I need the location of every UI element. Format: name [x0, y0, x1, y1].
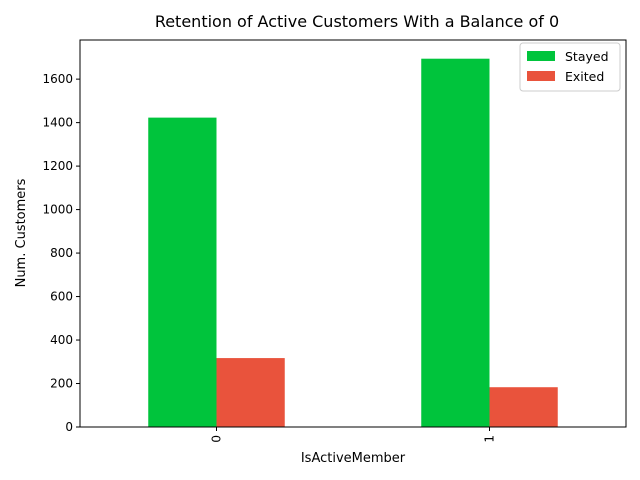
- y-tick-label: 1600: [42, 72, 73, 86]
- y-tick-label: 400: [50, 333, 73, 347]
- bar-stayed-1: [421, 58, 490, 427]
- legend: Stayed Exited: [519, 42, 621, 92]
- bar-stayed-0: [148, 117, 217, 427]
- y-tick-label: 1400: [42, 116, 73, 130]
- x-axis-label: IsActiveMember: [301, 451, 406, 466]
- legend-label-exited: Exited: [565, 69, 604, 84]
- y-tick-label: 1200: [42, 159, 73, 173]
- y-tick-label: 0: [65, 420, 73, 434]
- y-tick-label: 1000: [42, 203, 73, 217]
- plot-frame: [79, 39, 627, 428]
- legend-label-stayed: Stayed: [565, 49, 609, 64]
- bar-exited-0: [216, 358, 285, 427]
- y-tick-label: 600: [50, 290, 73, 304]
- y-axis: 0 200 400 600 800 1000 1200 1400 1600: [42, 72, 80, 434]
- x-tick-label: 1: [483, 435, 497, 443]
- y-tick-label: 200: [50, 377, 73, 391]
- chart-title: Retention of Active Customers With a Bal…: [155, 12, 559, 31]
- legend-swatch-exited: [527, 71, 555, 81]
- legend-swatch-stayed: [527, 51, 555, 61]
- y-tick-label: 800: [50, 246, 73, 260]
- y-axis-label: Num. Customers: [14, 178, 29, 287]
- bar-exited-1: [489, 387, 558, 427]
- bars-layer: [148, 58, 558, 427]
- x-tick-label: 0: [210, 435, 224, 443]
